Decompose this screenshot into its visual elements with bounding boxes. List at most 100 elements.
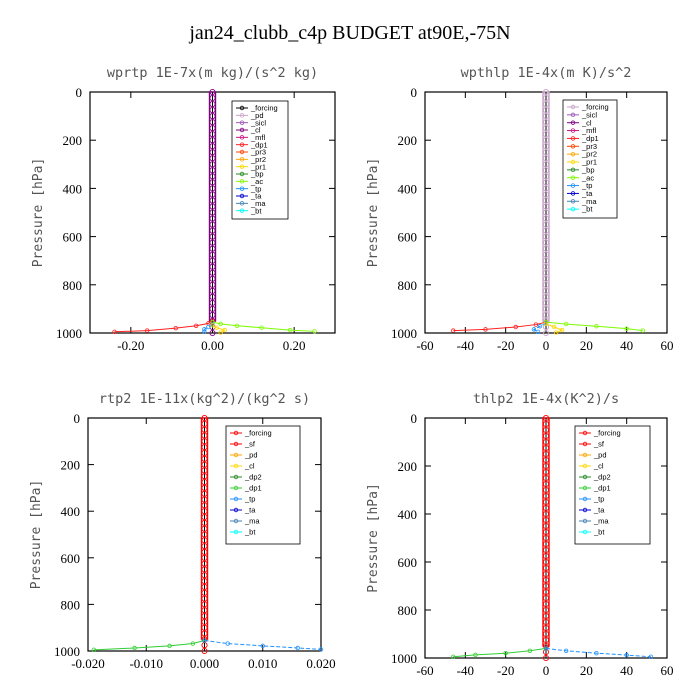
profile-marker — [542, 197, 550, 204]
profile-marker — [542, 101, 550, 108]
profile-marker — [542, 612, 550, 620]
y-tick-label: 400 — [398, 507, 418, 522]
profile-marker — [201, 525, 208, 532]
profile-marker — [201, 508, 208, 515]
x-tick-label: 0.000 — [190, 656, 219, 671]
profile-marker — [209, 161, 216, 168]
legend-entry: _ta — [250, 192, 262, 201]
series-point — [533, 322, 539, 327]
y-tick-label: 200 — [398, 133, 418, 148]
series-point — [202, 638, 207, 643]
legend-entry: _bt — [244, 528, 256, 537]
legend-marker — [233, 518, 239, 524]
series-point — [173, 325, 178, 331]
legend-entry: _dp1 — [593, 484, 611, 493]
profile-marker — [209, 269, 216, 276]
x-tick-label: 0 — [543, 338, 550, 353]
profile-marker — [209, 185, 216, 192]
profile-marker — [542, 209, 550, 216]
profile-marker — [542, 257, 550, 264]
series-point — [295, 645, 300, 651]
profile-marker — [209, 281, 216, 288]
profile-marker — [542, 432, 550, 440]
legend-entry: _mfl — [250, 133, 266, 142]
profile-marker — [542, 564, 550, 572]
profile-marker — [209, 251, 216, 258]
profile-marker — [201, 449, 208, 457]
series-point — [190, 641, 196, 646]
legend-entry: _pr2 — [581, 150, 597, 159]
x-tick-label: -0.20 — [117, 338, 144, 353]
series-point — [259, 325, 264, 330]
profile-marker — [542, 221, 550, 228]
series-point — [260, 643, 265, 649]
legend-entry: _forcing — [244, 429, 272, 438]
series-line-pr1 — [212, 324, 226, 333]
legend-marker — [239, 157, 245, 162]
profile-marker — [209, 179, 216, 186]
legend-marker — [239, 113, 245, 118]
profile-marker — [201, 624, 208, 631]
y-tick-label: 600 — [63, 230, 83, 245]
y-axis-label: Pressure [hPa] — [31, 158, 46, 268]
legend-marker — [570, 183, 576, 188]
legend-marker — [570, 191, 576, 196]
profile-marker — [209, 257, 216, 264]
x-tick-label: 20 — [580, 338, 593, 353]
profile-marker — [209, 293, 216, 300]
profile-marker — [209, 149, 216, 156]
legend-marker — [570, 120, 576, 125]
legend-marker — [239, 186, 245, 191]
legend-entry: _bp — [581, 165, 595, 174]
y-tick-label: 200 — [63, 133, 83, 148]
profile-marker — [209, 173, 216, 180]
legend-marker — [233, 441, 239, 447]
legend-entry: _dp2 — [593, 473, 611, 482]
y-tick-label: 0 — [411, 85, 418, 100]
series-point — [624, 326, 629, 331]
profile-marker — [201, 502, 208, 509]
profile-marker — [542, 576, 550, 584]
legend-marker — [239, 135, 245, 140]
series-line-tp — [545, 647, 651, 658]
legend-entry: _mfl — [581, 126, 597, 135]
profile-marker — [209, 143, 216, 150]
y-axis-label: Pressure [hPa] — [29, 480, 44, 590]
profile-marker — [542, 438, 550, 446]
series-point — [624, 652, 629, 658]
series-point — [543, 321, 549, 327]
profile-marker — [201, 461, 208, 468]
profile-marker — [209, 197, 216, 204]
legend-entry: _sf — [244, 440, 256, 449]
profile-marker — [542, 648, 550, 656]
legend-marker — [233, 507, 239, 513]
profile-marker — [542, 624, 550, 632]
legend-marker — [582, 518, 588, 524]
y-tick-label: 600 — [398, 555, 418, 570]
legend-marker — [570, 104, 576, 110]
profile-marker — [209, 311, 216, 318]
x-tick-label: -40 — [457, 338, 474, 353]
legend-marker — [239, 149, 245, 155]
series-point — [202, 327, 207, 332]
profile-marker — [542, 504, 550, 512]
legend-entry: _pd — [250, 111, 264, 120]
profile-marker — [542, 329, 550, 337]
profile-marker — [542, 161, 550, 168]
profile-marker — [201, 578, 208, 585]
legend-marker — [582, 452, 588, 458]
legend-entry: _pr3 — [581, 142, 597, 151]
legend-entry: _sicl — [581, 110, 597, 119]
legend-marker — [570, 199, 576, 204]
x-tick-label: -40 — [457, 663, 474, 678]
series-point — [193, 323, 199, 328]
legend-marker — [582, 463, 588, 469]
x-tick-label: 20 — [580, 663, 593, 678]
x-tick-label: 60 — [661, 663, 674, 678]
profile-marker — [542, 143, 550, 150]
profile-marker — [209, 221, 216, 228]
legend-marker — [582, 474, 588, 480]
profile-marker — [201, 607, 208, 614]
series-point — [167, 643, 172, 649]
panel-title: thlp2 1E-4x(K^2)/s — [473, 391, 619, 407]
